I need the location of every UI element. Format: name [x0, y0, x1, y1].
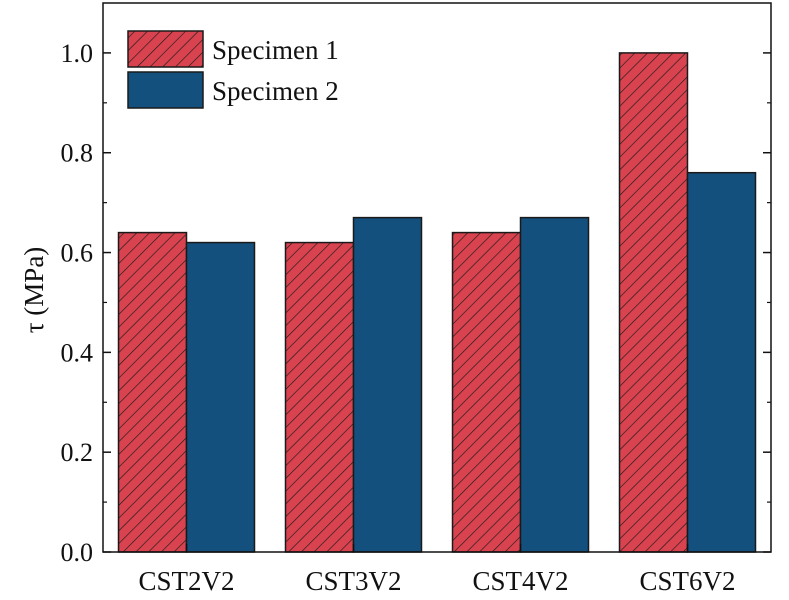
x-axis: CST2V2 CST3V2 CST4V2 CST6V2 — [138, 544, 736, 596]
bar-specimen-1-cst2v2 — [117, 231, 188, 553]
y-axis: 0.0 0.2 0.4 0.6 0.8 1.0 — [61, 39, 771, 567]
y-tick-label: 1.0 — [61, 39, 94, 68]
legend-swatch-specimen-2 — [127, 71, 204, 109]
legend-label-specimen-1: Specimen 1 — [212, 35, 339, 65]
y-axis-label: τ (MPa) — [19, 247, 49, 334]
bar-specimen-1-cst6v2 — [618, 52, 689, 553]
bar-specimen-2-cst6v2 — [686, 171, 757, 553]
bar-specimen-1-cst3v2 — [284, 241, 355, 553]
legend-label-specimen-2: Specimen 2 — [212, 76, 339, 106]
x-tick-label-cst3v2: CST3V2 — [305, 566, 401, 596]
legend-swatch-specimen-1 — [127, 30, 204, 68]
bar-specimen-2-cst2v2 — [185, 241, 256, 553]
y-tick-label: 0.4 — [61, 338, 94, 367]
y-tick-label: 0.2 — [61, 438, 94, 467]
y-tick-label: 0.0 — [61, 538, 94, 567]
x-tick-label-cst2v2: CST2V2 — [138, 566, 234, 596]
plot-frame — [102, 2, 772, 553]
bar-specimen-2-cst3v2 — [352, 216, 423, 553]
bar-specimen-1-cst4v2 — [451, 231, 522, 553]
legend: Specimen 1 Specimen 2 — [127, 30, 339, 109]
bars-layer — [117, 52, 757, 553]
x-tick-label-cst6v2: CST6V2 — [639, 566, 735, 596]
y-tick-label: 0.8 — [61, 139, 94, 168]
bar-specimen-2-cst4v2 — [519, 216, 590, 553]
y-tick-label: 0.6 — [61, 239, 94, 268]
x-tick-label-cst4v2: CST4V2 — [472, 566, 568, 596]
